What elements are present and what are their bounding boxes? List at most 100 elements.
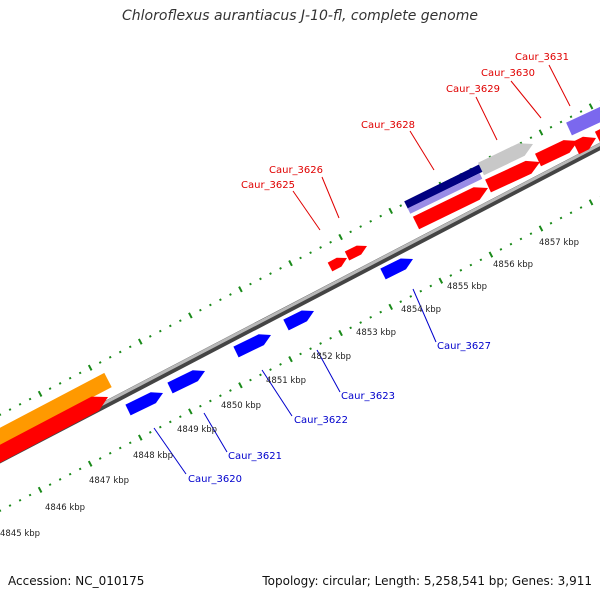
- minor-tick: [229, 389, 232, 392]
- outer-tick-ring: [0, 100, 600, 416]
- minor-tick: [128, 345, 132, 349]
- minor-tick: [158, 329, 162, 333]
- minor-tick: [299, 256, 302, 260]
- minor-tick: [359, 321, 363, 324]
- minor-tick: [519, 237, 523, 241]
- reverse-gene-label: Caur_3621: [228, 451, 282, 462]
- inner-tick-ring: [0, 196, 600, 512]
- minor-tick: [229, 293, 232, 296]
- reverse-callout: [203, 412, 228, 453]
- minor-tick: [379, 310, 383, 314]
- navy-feature: [404, 164, 483, 209]
- major-tick: [137, 434, 143, 441]
- minor-tick: [269, 272, 272, 275]
- minor-tick: [58, 478, 62, 481]
- minor-tick: [78, 467, 82, 471]
- minor-tick: [329, 240, 332, 244]
- minor-tick: [549, 221, 553, 225]
- minor-tick: [158, 425, 162, 429]
- minor-tick: [469, 263, 473, 267]
- minor-tick: [128, 441, 132, 445]
- reverse-callout: [412, 288, 437, 343]
- minor-tick: [8, 408, 12, 411]
- kbp-label: 4856 kbp: [493, 260, 533, 270]
- topology-summary: Topology: circular; Length: 5,258,541 bp…: [262, 574, 592, 588]
- minor-tick: [279, 267, 282, 270]
- reverse-gene-label: Caur_3623: [341, 391, 395, 402]
- minor-tick: [379, 214, 383, 218]
- minor-tick: [399, 204, 403, 207]
- minor-tick: [148, 335, 152, 338]
- minor-tick: [259, 277, 262, 281]
- label-callouts: [153, 64, 571, 475]
- major-tick: [538, 225, 544, 232]
- reverse-gene: [167, 370, 205, 394]
- reverse-gene: [233, 334, 271, 358]
- forward-gene-label: Caur_3631: [515, 52, 569, 63]
- minor-tick: [259, 373, 262, 377]
- major-tick: [538, 129, 544, 136]
- forward-gene: [327, 257, 347, 272]
- reverse-gene: [283, 310, 314, 331]
- forward-callout: [548, 64, 571, 107]
- minor-tick: [168, 420, 172, 424]
- major-tick: [37, 486, 43, 493]
- minor-tick: [199, 308, 202, 312]
- forward-callout: [409, 130, 435, 171]
- kbp-label: 4851 kbp: [266, 376, 306, 386]
- map-title: Chloroflexus aurantiacus J-10-fl, comple…: [122, 8, 478, 24]
- minor-tick: [579, 206, 583, 209]
- minor-tick: [68, 376, 72, 380]
- minor-tick: [48, 387, 52, 390]
- minor-tick: [399, 300, 403, 303]
- forward-callout: [475, 96, 498, 141]
- forward-callout: [292, 190, 321, 231]
- kbp-labels: 4845 kbp 4846 kbp 4847 kbp 4848 kbp 4849 kbp…: [0, 238, 579, 539]
- minor-tick: [108, 355, 112, 359]
- kbp-label: 4847 kbp: [89, 476, 129, 486]
- minor-tick: [8, 504, 12, 507]
- minor-tick: [18, 402, 22, 406]
- major-tick: [238, 286, 243, 293]
- forward-gene: [485, 160, 540, 193]
- minor-tick: [178, 319, 182, 323]
- reverse-gene: [125, 392, 163, 416]
- minor-tick: [569, 211, 573, 215]
- purple-feature: [566, 106, 600, 136]
- forward-gene-label: Caur_3628: [361, 120, 415, 131]
- minor-tick: [28, 493, 32, 497]
- reverse-gene-label: Caur_3627: [437, 341, 491, 352]
- major-tick: [288, 260, 293, 267]
- light-purple-feature: [407, 173, 483, 214]
- minor-tick: [279, 363, 282, 366]
- minor-tick: [359, 225, 363, 228]
- major-tick: [338, 233, 343, 241]
- forward-callout: [510, 80, 542, 119]
- forward-gene-label: Caur_3629: [446, 84, 500, 95]
- forward-gene: [344, 245, 367, 261]
- major-tick: [87, 460, 93, 467]
- major-tick: [388, 207, 393, 214]
- reverse-callout: [153, 427, 187, 475]
- minor-tick: [499, 248, 503, 251]
- accession-text: Accession: NC_010175: [8, 574, 145, 588]
- orange-feature: [0, 372, 112, 446]
- minor-tick: [429, 284, 433, 288]
- minor-tick: [449, 274, 453, 277]
- minor-tick: [78, 371, 82, 375]
- minor-tick: [559, 120, 563, 124]
- feature-tracks: [0, 106, 600, 463]
- minor-tick: [168, 324, 172, 328]
- minor-tick: [409, 295, 413, 298]
- minor-tick: [529, 136, 533, 140]
- minor-tick: [28, 397, 32, 401]
- minor-tick: [369, 219, 373, 223]
- kbp-label: 4852 kbp: [311, 352, 351, 362]
- minor-tick: [569, 115, 573, 119]
- kbp-label: 4853 kbp: [356, 328, 396, 338]
- gray-feature: [478, 143, 533, 176]
- major-tick: [238, 382, 243, 389]
- minor-tick: [529, 232, 533, 236]
- major-tick: [37, 390, 43, 397]
